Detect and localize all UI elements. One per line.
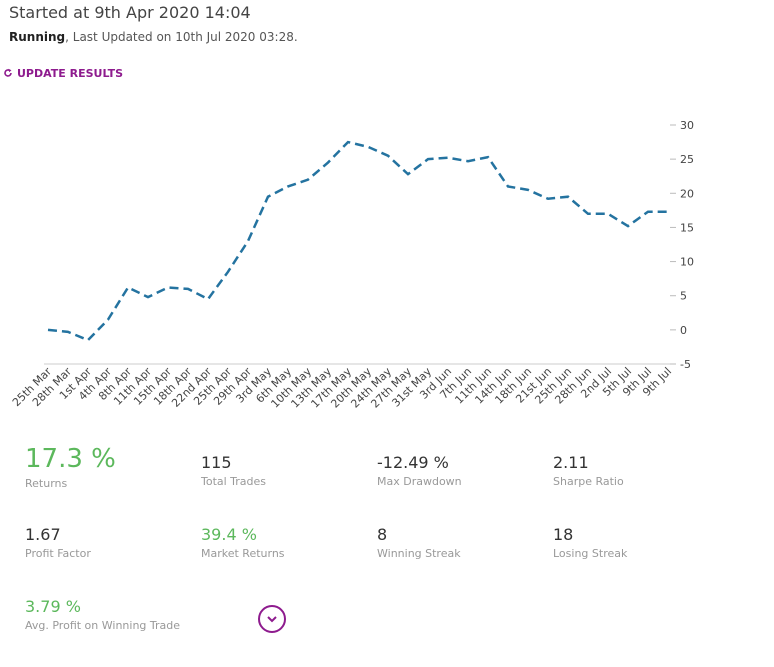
stat: 39.4 % Market Returns <box>201 525 285 560</box>
y-tick-label: 20 <box>680 187 694 200</box>
stat: 8 Winning Streak <box>377 525 461 560</box>
stat-value: 2.11 <box>553 453 589 472</box>
line <box>47 140 668 342</box>
y-tick-label: -5 <box>680 358 691 371</box>
stat-value: 1.67 <box>25 525 61 544</box>
stat: 3.79 % Avg. Profit on Winning Trade <box>25 597 180 632</box>
stat-label: Avg. Profit on Winning Trade <box>25 619 181 632</box>
stat-label: Winning Streak <box>377 547 461 560</box>
title: Started at 9th Apr 2020 14:04 <box>9 3 251 22</box>
y-tick-label: 10 <box>680 256 694 269</box>
chevron <box>267 616 277 623</box>
updated: , Last Updated on 10th Jul 2020 03:28. <box>65 30 298 44</box>
stat-label: Profit Factor <box>25 547 91 560</box>
y-tick-label: 15 <box>680 221 694 234</box>
stat-label: Market Returns <box>201 547 285 560</box>
stat-value: 39.4 % <box>201 525 257 544</box>
refresh-icon <box>4 68 12 77</box>
stat: 1.67 Profit Factor <box>25 525 91 560</box>
stat-value: -12.49 % <box>377 453 449 472</box>
stat-value: 3.79 % <box>25 597 81 616</box>
stat-value: 18 <box>553 525 574 544</box>
stat-value: 115 <box>201 453 232 472</box>
update-results[interactable]: UPDATE RESULTS <box>3 67 123 80</box>
stat: 18 Losing Streak <box>553 525 627 560</box>
status: Running <box>9 30 66 44</box>
stat-label: Max Drawdown <box>377 475 462 488</box>
stat-label: Total Trades <box>201 475 267 488</box>
stat-label: Losing Streak <box>553 547 628 560</box>
stat-value: 8 <box>377 525 388 544</box>
y-tick-label: 0 <box>680 324 687 337</box>
stat: -12.49 % Max Drawdown <box>377 453 462 488</box>
y-tick-label: 25 <box>680 153 694 166</box>
stat: 115 Total Trades <box>201 453 266 488</box>
status-line: Running, Last Updated on 10th Jul 2020 0… <box>9 30 298 44</box>
stat-label: Returns <box>25 477 68 490</box>
y-tick-label: 30 <box>680 119 694 132</box>
y-tick-label: 5 <box>680 290 687 303</box>
stat: 17.3 % Returns <box>25 444 116 490</box>
stat: 2.11 Sharpe Ratio <box>553 453 624 488</box>
stat-value: 17.3 % <box>25 444 116 474</box>
stat-label: Sharpe Ratio <box>553 475 624 488</box>
update-label: UPDATE RESULTS <box>17 67 124 80</box>
expand-button[interactable] <box>258 605 286 633</box>
